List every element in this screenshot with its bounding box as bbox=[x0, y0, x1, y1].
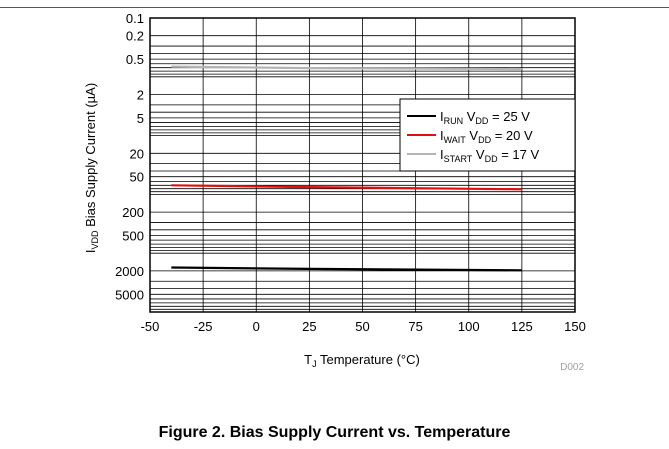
y-tick-label: 200 bbox=[122, 205, 144, 220]
x-tick-label: 25 bbox=[302, 319, 316, 334]
y-tick-label: 0.5 bbox=[126, 52, 144, 67]
legend-label-3: ISTART VDD = 17 V bbox=[440, 147, 539, 164]
series-line-2 bbox=[171, 184, 522, 191]
y-tick-label: 20 bbox=[130, 146, 144, 161]
x-tick-label: 75 bbox=[408, 319, 422, 334]
top-rule bbox=[0, 7, 669, 8]
x-tick-label: 100 bbox=[458, 319, 480, 334]
series-line-1 bbox=[171, 266, 522, 272]
x-tick-label: -50 bbox=[141, 319, 160, 334]
y-tick-labels: 0.1 0.2 0.5 2 5 20 50 200 500 2000 5000 bbox=[115, 11, 144, 302]
y-tick-label: 500 bbox=[122, 228, 144, 243]
legend-label-2: IWAIT VDD = 20 V bbox=[440, 128, 533, 145]
figure-id-label: D002 bbox=[560, 362, 584, 373]
series-line-3 bbox=[171, 65, 522, 71]
y-tick-label: 5000 bbox=[115, 287, 144, 302]
x-tick-label: 150 bbox=[564, 319, 586, 334]
y-tick-label: 50 bbox=[130, 170, 144, 185]
x-tick-label: 50 bbox=[355, 319, 369, 334]
legend: IRUN VDD = 25 V IWAIT VDD = 20 V ISTART VD… bbox=[399, 98, 576, 172]
figure-caption: Figure 2. Bias Supply Current vs. Temper… bbox=[158, 424, 511, 441]
x-tick-label: -25 bbox=[194, 319, 213, 334]
y-tick-label: 0.1 bbox=[126, 11, 144, 26]
legend-label-1: IRUN VDD = 25 V bbox=[440, 109, 530, 126]
y-tick-label: 5 bbox=[137, 111, 144, 126]
y-axis-label: IVDD Bias Supply Current (µA) bbox=[83, 83, 100, 253]
y-tick-label: 2 bbox=[137, 88, 144, 103]
x-tick-labels: -50 -25 0 25 50 75 100 125 150 bbox=[141, 319, 586, 334]
x-axis-label: TJ Temperature (°C) bbox=[304, 352, 420, 369]
x-tick-label: 0 bbox=[253, 319, 260, 334]
x-tick-label: 125 bbox=[511, 319, 533, 334]
y-tick-label: 2000 bbox=[115, 264, 144, 279]
series-lines bbox=[171, 65, 522, 272]
y-tick-label: 0.2 bbox=[126, 29, 144, 44]
